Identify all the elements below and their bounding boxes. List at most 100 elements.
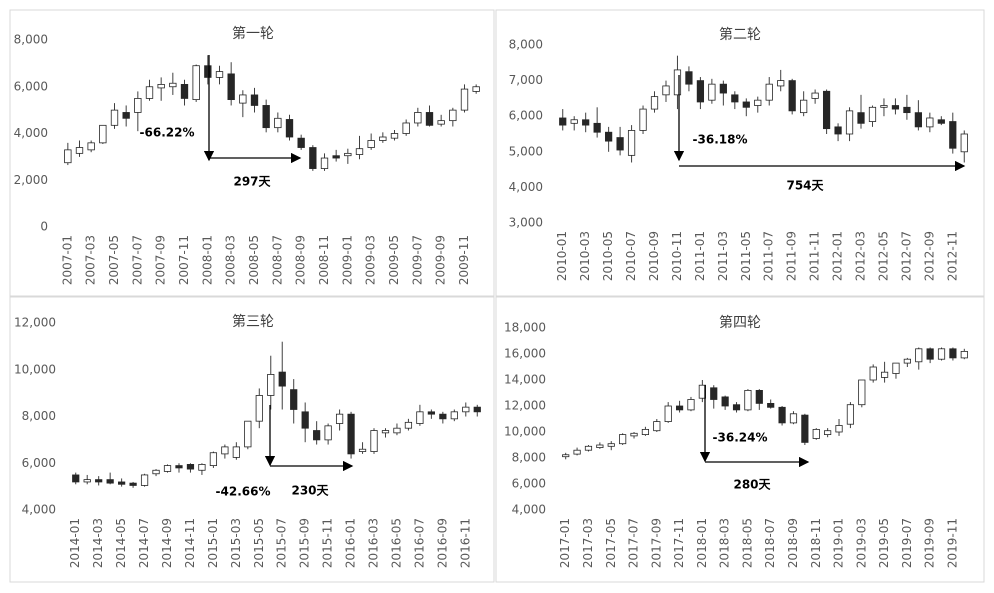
candle-body	[937, 348, 946, 360]
candle-body	[584, 445, 593, 451]
candle-body	[937, 119, 945, 124]
x-tick-label: 2012-11	[945, 231, 959, 281]
candle-body	[221, 446, 229, 455]
candle-body	[811, 92, 819, 99]
candle-body	[835, 425, 843, 433]
candle-body	[891, 105, 900, 110]
x-tick-label: 2012-07	[899, 231, 913, 281]
x-tick-label: 2010-11	[670, 231, 684, 281]
candle-body	[232, 446, 240, 458]
y-tick-label: 6,000	[512, 477, 546, 491]
candle-body	[239, 94, 247, 104]
candle-body	[122, 112, 130, 119]
candle-body	[255, 395, 263, 422]
candle-body	[95, 479, 103, 483]
x-tick-label: 2007-09	[154, 235, 168, 285]
x-tick-label: 2008-03	[224, 235, 238, 285]
candle-body	[473, 406, 481, 413]
candle-body	[788, 80, 796, 112]
candle-body	[903, 106, 911, 114]
candle-body	[869, 366, 877, 381]
candle-body	[227, 73, 235, 101]
candle-body	[437, 120, 445, 125]
candle-body	[627, 130, 636, 156]
candle-body	[379, 136, 387, 141]
x-tick-label: 2012-09	[922, 231, 936, 281]
x-tick-label: 2016-03	[367, 518, 381, 568]
x-tick-label: 2017-09	[649, 518, 663, 568]
x-tick-label: 2015-11	[321, 518, 335, 568]
candle-body	[402, 122, 410, 134]
candle-body	[175, 465, 183, 469]
annotation: -42.66%	[216, 485, 271, 499]
x-tick-label: 2009-03	[364, 235, 378, 285]
candle-body	[192, 65, 200, 101]
candle-body	[914, 112, 922, 128]
panel-border	[495, 296, 985, 583]
y-tick-label: 0	[40, 220, 48, 234]
y-tick-label: 4,000	[512, 503, 546, 517]
candle-body	[570, 119, 578, 124]
y-tick-label: 4,000	[22, 503, 56, 517]
candle-body	[778, 406, 786, 424]
x-tick-label: 2007-11	[177, 235, 191, 285]
candle-body	[180, 84, 189, 99]
panel-border	[9, 296, 495, 583]
annotation: 754天	[786, 179, 824, 193]
candle-body	[573, 449, 581, 455]
candle-body	[616, 137, 624, 151]
candle-body	[404, 421, 413, 429]
x-tick-label: 2008-07	[270, 235, 284, 285]
panel-border	[495, 9, 985, 297]
x-tick-label: 2014-11	[183, 518, 197, 568]
candle-body	[215, 71, 224, 78]
candle-body	[140, 474, 149, 486]
candle-body	[641, 428, 650, 435]
candle-body	[607, 443, 615, 447]
candle-body	[880, 105, 888, 108]
candle-body	[439, 413, 447, 420]
y-tick-label: 10,000	[14, 362, 56, 376]
candle-body	[393, 427, 401, 434]
candle-body	[605, 131, 613, 142]
x-tick-label: 2019-03	[854, 518, 868, 568]
x-tick-label: 2018-03	[718, 518, 732, 568]
y-tick-label: 5,000	[509, 144, 543, 158]
candle-body	[250, 94, 259, 106]
candle-body	[857, 112, 865, 124]
candle-body	[926, 117, 934, 128]
candle-body	[87, 142, 95, 151]
candle-body	[673, 69, 682, 96]
candle-body	[332, 155, 340, 159]
candle-body	[449, 109, 457, 122]
y-tick-label: 10,000	[504, 425, 546, 439]
candle-body	[301, 411, 309, 429]
annotation: -66.22%	[140, 126, 195, 140]
x-tick-label: 2008-01	[200, 235, 214, 285]
y-tick-label: 6,000	[22, 456, 56, 470]
y-tick-label: 14,000	[504, 373, 546, 387]
x-tick-label: 2011-09	[785, 231, 799, 281]
candle-body	[675, 405, 684, 411]
x-tick-label: 2010-09	[647, 231, 661, 281]
candle-body	[639, 108, 647, 131]
candle-body	[653, 421, 661, 432]
x-tick-label: 2009-05	[387, 235, 401, 285]
candle-body	[198, 464, 206, 471]
x-tick-label: 2010-07	[624, 231, 638, 281]
candle-body	[742, 101, 750, 108]
chart-title: 第三轮	[232, 313, 274, 330]
candle-body	[696, 80, 705, 103]
x-tick-label: 2010-05	[601, 231, 615, 281]
candle-body	[425, 112, 434, 126]
x-tick-label: 2017-11	[672, 518, 686, 568]
candle-body	[320, 157, 329, 169]
x-tick-label: 2016-01	[344, 518, 358, 568]
candle-body	[834, 126, 842, 135]
candle-body	[324, 425, 332, 441]
candle-body	[204, 65, 212, 78]
x-tick-label: 2007-01	[60, 235, 74, 285]
candle-body	[765, 83, 773, 101]
candle-body	[960, 350, 968, 359]
